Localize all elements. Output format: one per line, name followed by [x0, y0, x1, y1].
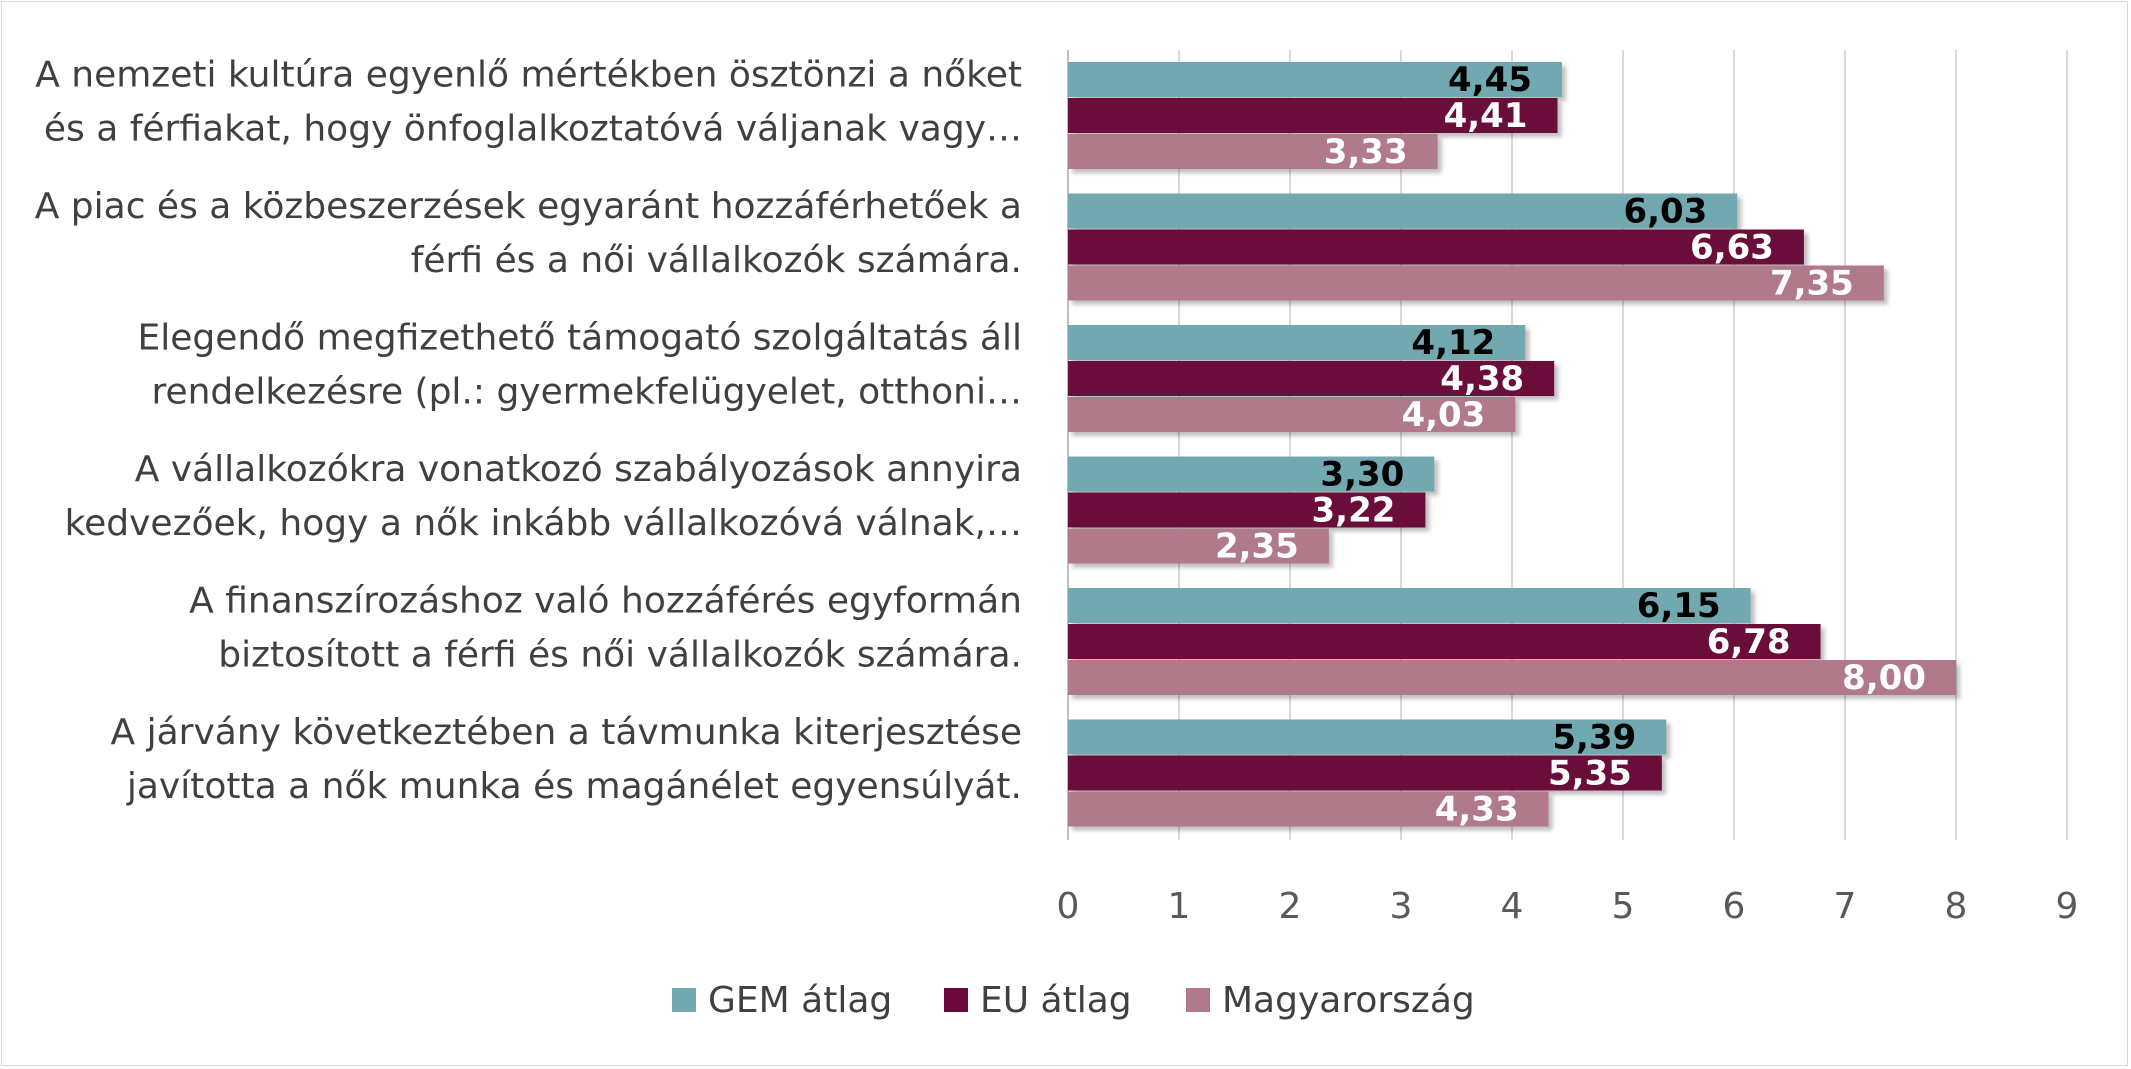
bar-0-3 [1068, 456, 1435, 492]
bar-1-2 [1068, 361, 1555, 396]
x-tick-label: 0 [1057, 886, 1080, 927]
x-tick-label: 7 [1834, 886, 1857, 927]
legend: GEM átlag EU átlag Magyarország [672, 980, 1475, 1021]
data-label: 3,30 [1320, 455, 1404, 495]
bars-group [1068, 62, 1956, 827]
data-label: 5,39 [1552, 718, 1636, 758]
gridlines [1067, 50, 2068, 840]
category-label: kedvezőek, hogy a nők inkább vállalkozóv… [65, 503, 1022, 544]
data-label: 4,03 [1401, 395, 1485, 435]
bar-0-0 [1068, 62, 1562, 97]
bar-1-3 [1068, 492, 1426, 528]
data-label: 4,45 [1448, 60, 1532, 100]
bar-1-5 [1068, 755, 1662, 791]
bar-2-5 [1068, 791, 1549, 827]
x-tick-label: 2 [1279, 886, 1302, 927]
category-label: A finanszírozáshoz való hozzáférés egyfo… [189, 581, 1022, 622]
legend-swatch [672, 988, 696, 1012]
bar-2-0 [1068, 134, 1438, 169]
bar-2-1 [1068, 265, 1884, 301]
bar-0-4 [1068, 588, 1751, 623]
category-label: javította a nők munka és magánélet egyen… [126, 766, 1022, 807]
x-tick-label: 8 [1945, 886, 1968, 927]
legend-swatch [944, 988, 968, 1012]
x-tick-label: 9 [2056, 886, 2079, 927]
x-tick-label: 6 [1723, 886, 1746, 927]
bar-1-0 [1068, 98, 1558, 133]
x-tick-label: 4 [1501, 886, 1524, 927]
x-tick-label: 5 [1612, 886, 1635, 927]
bar-2-2 [1068, 397, 1516, 432]
category-label: biztosított a férfi és női vállalkozók s… [218, 635, 1022, 676]
legend-swatch [1186, 988, 1210, 1012]
bar-0-1 [1068, 193, 1738, 229]
data-label: 4,12 [1411, 323, 1495, 363]
category-label: A nemzeti kultúra egyenlő mértékben öszt… [35, 55, 1022, 96]
category-label: és a férfiakat, hogy önfoglalkoztatóvá v… [44, 109, 1022, 150]
category-label: férfi és a női vállalkozók számára. [411, 240, 1022, 281]
x-tick-label: 3 [1390, 886, 1413, 927]
legend-label: EU átlag [980, 980, 1132, 1021]
bar-2-3 [1068, 528, 1329, 564]
data-label: 2,35 [1215, 527, 1299, 567]
bar-0-2 [1068, 325, 1526, 360]
legend-label: Magyarország [1222, 980, 1475, 1021]
bar-0-5 [1068, 719, 1667, 755]
category-label: A járvány következtében a távmunka kiter… [111, 712, 1022, 753]
data-label: 6,78 [1707, 622, 1791, 662]
data-label: 6,15 [1637, 586, 1721, 626]
data-label: 8,00 [1842, 658, 1926, 698]
bar-1-4 [1068, 624, 1821, 659]
legend-label: GEM átlag [708, 980, 892, 1021]
data-label: 4,41 [1444, 96, 1528, 136]
tick-labels-group: 0 1 2 3 4 5 6 7 8 9 [1057, 886, 2079, 927]
x-tick-label: 1 [1168, 886, 1191, 927]
data-label: 4,38 [1440, 359, 1524, 399]
data-label: 3,22 [1312, 491, 1396, 531]
data-label: 6,03 [1623, 192, 1707, 232]
category-label: A piac és a közbeszerzések egyaránt hozz… [35, 186, 1022, 227]
data-label: 7,35 [1770, 264, 1854, 304]
data-labels-group: 4,454,41 3,33 6,036,637,35 4,124,384,03 3,30… [1215, 60, 1926, 830]
bar-1-1 [1068, 229, 1804, 265]
data-label: 5,35 [1548, 754, 1632, 794]
category-label: Elegendő megfizethető támogató szolgálta… [138, 318, 1022, 359]
bar-2-4 [1068, 660, 1956, 695]
category-labels-group: A nemzeti kultúra egyenlő mértékben öszt… [35, 55, 1022, 808]
data-label: 3,33 [1324, 132, 1408, 172]
category-label: A vállalkozókra vonatkozó szabályozások … [135, 449, 1022, 490]
data-label: 6,63 [1690, 228, 1774, 268]
category-label: rendelkezésre (pl.: gyermekfelügyelet, o… [151, 372, 1022, 413]
data-label: 4,33 [1435, 790, 1519, 830]
